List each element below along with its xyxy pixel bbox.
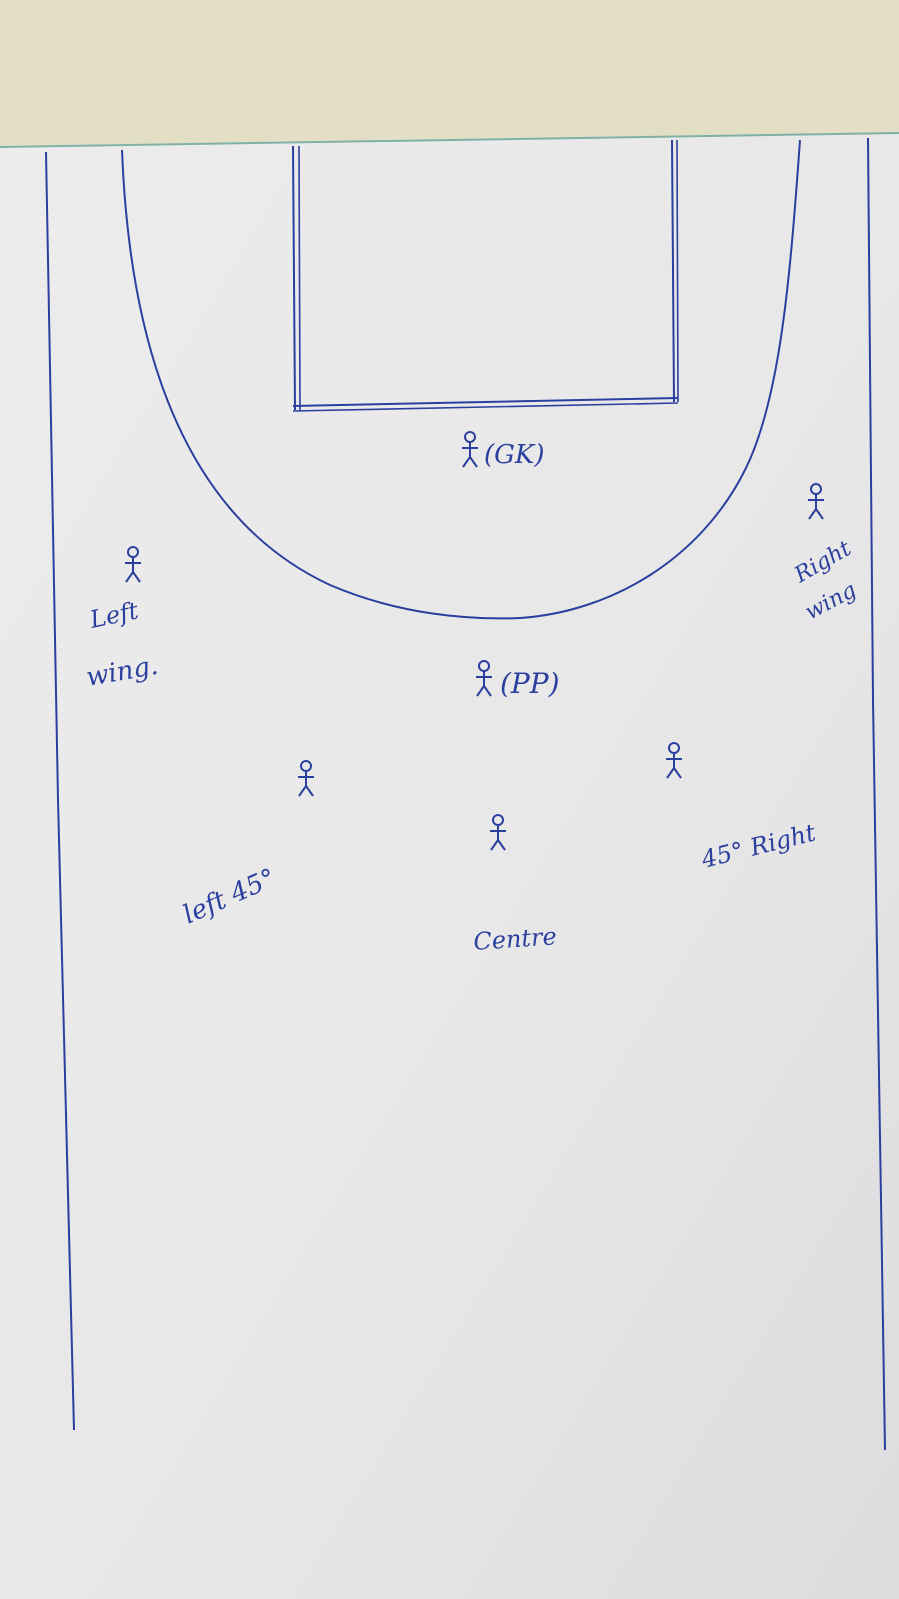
player-pp: (PP) xyxy=(475,660,560,700)
goal-box xyxy=(292,139,679,412)
left-sideline xyxy=(45,151,75,1431)
player-centre: Centre xyxy=(472,814,558,956)
centre-label: Centre xyxy=(472,922,557,956)
gk-label: (GK) xyxy=(484,440,544,470)
pp-label: (PP) xyxy=(500,667,560,700)
right-sideline xyxy=(867,137,886,1451)
paper-sheet xyxy=(0,132,899,1599)
player-gk: (GK) xyxy=(461,431,544,470)
goal-area-arc xyxy=(121,139,801,620)
